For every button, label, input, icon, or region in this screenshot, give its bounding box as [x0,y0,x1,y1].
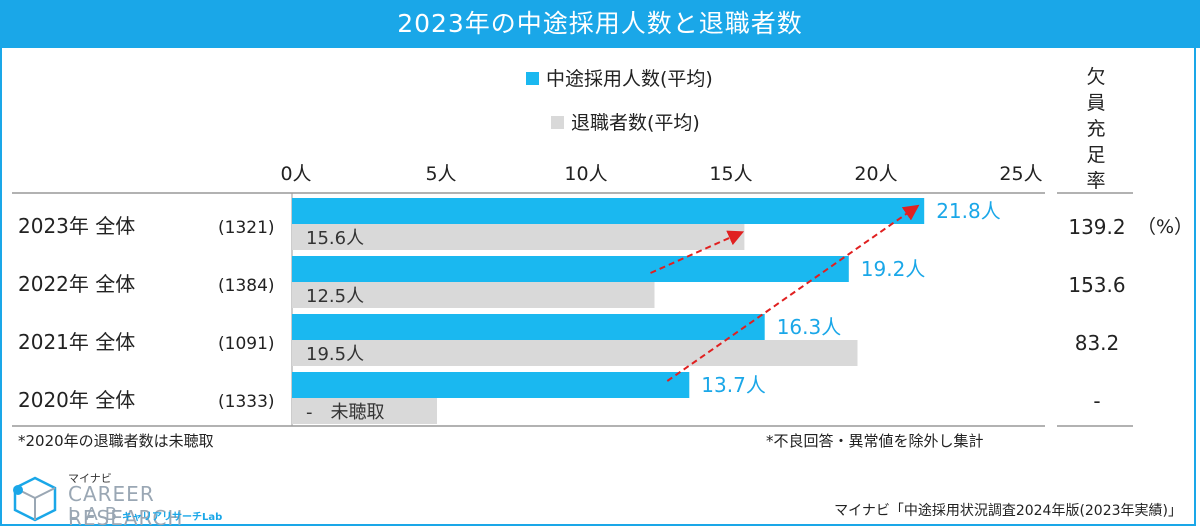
x-tick-label: 5人 [425,163,456,185]
bar-leavers [292,224,745,250]
vacancy-header-char: 率 [1086,170,1105,192]
vacancy-header-char: 足 [1086,144,1105,166]
vacancy-rate-value: - [1093,389,1100,413]
bar-leavers [292,398,437,424]
bar-hires [292,372,690,398]
vacancy-header-char: 員 [1086,92,1105,114]
category-label: 2022年 全体 [18,272,135,296]
sample-size-label: (1384) [218,276,275,296]
career-research-lab-logo: マイナビ CAREER RESEARCH LAB キャリアリサーチLab [10,470,250,530]
sample-size-label: (1321) [218,218,275,238]
category-label: 2021年 全体 [18,330,135,354]
vacancy-rate-value: 153.6 [1068,273,1125,297]
logo-sub: キャリアリサーチLab [122,512,223,523]
legend-swatch-hires [526,72,539,85]
chart-title: 2023年の中途採用人数と退職者数 [0,0,1200,48]
bar-hires [292,256,849,282]
vacancy-rate-value: 139.2 [1068,215,1125,239]
vacancy-rate-value: 83.2 [1075,331,1120,355]
logo-line2: LAB [68,504,125,525]
bar-hires-value-label: 19.2人 [861,257,926,281]
x-tick-label: 15人 [709,163,752,185]
footnote-right: *不良回答・異常値を除外し集計 [766,432,984,450]
trend-arrow-leavers [650,230,745,274]
vacancy-unit: （%） [1137,216,1193,238]
bar-leavers [292,282,655,308]
category-label: 2023年 全体 [18,214,135,238]
trend-arrows [650,204,920,382]
bar-leavers [292,340,858,366]
legend-label-leavers: 退職者数(平均) [571,112,700,134]
bar-leavers-value-label: 12.5人 [306,286,364,307]
logo-brand: マイナビ [68,472,112,485]
x-tick-label: 25人 [999,163,1042,185]
sample-size-label: (1091) [218,334,275,354]
bar-hires-value-label: 13.7人 [701,373,766,397]
bar-leavers-value-label: 19.5人 [306,344,364,365]
trend-arrow-hires [666,204,920,382]
legend-label-hires: 中途採用人数(平均) [546,68,713,90]
x-axis-ticks: 0人 5人 10人 15人 20人 25人 [280,163,1042,185]
source-note: マイナビ「中途採用状況調査2024年版(2023年実績)」 [834,503,1182,519]
footnote-left: *2020年の退職者数は未聴取 [18,432,214,450]
logo-cube-icon [13,476,57,522]
legend-swatch-leavers [551,116,564,129]
category-label: 2020年 全体 [18,388,135,412]
bar-leavers-value-label: 15.6人 [306,228,364,249]
vacancy-header-char: 充 [1086,118,1105,140]
bar-hires [292,198,925,224]
bars-group: 2023年 全体 (1321) 21.8人 15.6人 139.2 2022年 全体 (13… [18,198,1193,424]
sample-size-label: (1333) [218,392,275,412]
x-tick-label: 0人 [280,163,311,185]
bar-hires-value-label: 21.8人 [936,199,1001,223]
bar-leavers-value-label: - 未聴取 [306,402,385,423]
bar-hires [292,314,765,340]
x-tick-label: 20人 [854,163,897,185]
vacancy-header-char: 欠 [1086,66,1105,88]
bar-hires-value-label: 16.3人 [777,315,842,339]
x-tick-label: 10人 [564,163,607,185]
logo-line1: CAREER RESEARCH [68,482,184,530]
